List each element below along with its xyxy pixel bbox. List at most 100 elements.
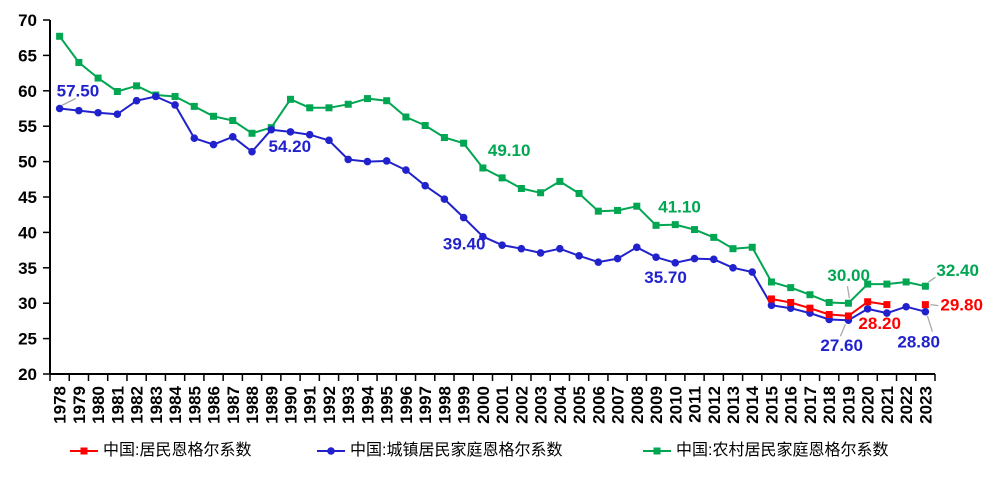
- x-axis-year-label: 2014: [743, 385, 762, 423]
- data-point-urban: [132, 96, 141, 105]
- data-point-rural: [710, 233, 718, 241]
- data-point-rural: [171, 92, 179, 100]
- x-axis-year-label: 1989: [262, 386, 281, 424]
- data-point-residents: [806, 304, 814, 312]
- data-point-urban: [55, 104, 64, 113]
- x-axis-year-label: 2003: [532, 386, 551, 424]
- data-point-urban: [440, 195, 449, 203]
- data-label-callout: 39.40: [443, 235, 486, 254]
- x-axis-year-label: 1996: [397, 386, 416, 424]
- data-point-rural: [113, 88, 121, 96]
- x-axis-year-label: 1992: [320, 386, 339, 424]
- data-point-rural: [594, 207, 602, 215]
- x-axis-year-label: 1994: [358, 385, 377, 423]
- data-point-rural: [883, 280, 891, 288]
- data-point-urban: [152, 92, 160, 101]
- y-axis-tick-label: 70: [18, 11, 37, 30]
- data-point-rural: [767, 278, 775, 286]
- x-axis-year-label: 2001: [493, 386, 512, 424]
- data-point-urban: [729, 264, 737, 272]
- data-point-rural: [825, 298, 833, 306]
- data-point-rural: [94, 74, 102, 82]
- data-point-rural: [383, 97, 391, 105]
- data-point-rural: [517, 185, 525, 193]
- x-axis-year-label: 1981: [108, 386, 127, 424]
- data-point-rural: [575, 189, 583, 197]
- x-axis-year-label: 1997: [416, 386, 435, 424]
- annotation-leader-line: [839, 323, 847, 337]
- data-point-residents: [787, 298, 795, 306]
- x-axis-year-label: 2011: [686, 386, 705, 423]
- data-point-urban: [228, 133, 237, 141]
- data-label-callout: 29.80: [940, 296, 983, 315]
- data-point-rural: [691, 226, 699, 234]
- data-point-urban: [479, 232, 487, 241]
- data-point-rural: [344, 100, 352, 108]
- data-point-rural: [306, 104, 314, 112]
- x-axis-year-label: 1998: [435, 386, 454, 424]
- data-label-callout: 28.80: [897, 333, 940, 352]
- data-point-rural: [633, 202, 641, 210]
- x-axis-year-label: 2002: [512, 386, 531, 424]
- data-point-rural: [248, 129, 256, 137]
- data-label-callout: 57.50: [57, 82, 100, 101]
- annotation-leader-line: [928, 276, 936, 283]
- data-label-callout: 30.00: [827, 266, 870, 285]
- data-point-rural: [652, 221, 660, 229]
- data-point-rural: [286, 95, 294, 103]
- annotation-leader-line: [930, 303, 939, 307]
- y-axis-tick-label: 25: [18, 330, 37, 349]
- data-point-residents: [825, 311, 833, 319]
- x-axis-year-label: 2023: [916, 386, 935, 424]
- x-axis-year-label: 2022: [897, 386, 916, 424]
- data-point-rural: [902, 278, 910, 286]
- data-point-rural: [729, 245, 737, 253]
- x-axis-year-label: 1984: [166, 385, 185, 423]
- x-axis-year-label: 1999: [455, 386, 474, 424]
- data-point-urban: [883, 309, 891, 317]
- x-axis-year-label: 2010: [666, 386, 685, 424]
- data-point-urban: [632, 243, 641, 252]
- data-point-residents: [864, 298, 872, 306]
- data-point-urban: [902, 302, 910, 311]
- data-point-residents: [844, 312, 852, 320]
- x-axis-year-label: 2017: [801, 386, 820, 424]
- data-point-residents: [921, 301, 929, 309]
- data-point-urban: [517, 244, 526, 253]
- data-point-urban: [575, 251, 583, 260]
- data-point-rural: [440, 134, 448, 142]
- data-point-rural: [844, 299, 852, 307]
- data-point-rural: [460, 139, 468, 147]
- data-point-rural: [671, 221, 679, 229]
- data-point-rural: [748, 243, 756, 251]
- data-point-rural: [537, 189, 545, 197]
- y-axis-tick-label: 20: [18, 365, 37, 384]
- data-point-urban: [536, 249, 545, 257]
- data-point-urban: [421, 181, 429, 190]
- data-point-rural: [921, 282, 929, 290]
- data-point-urban: [594, 258, 603, 266]
- data-point-rural: [864, 280, 872, 288]
- x-axis-year-label: 1983: [147, 386, 166, 424]
- data-point-rural: [806, 291, 814, 299]
- data-point-urban: [402, 166, 410, 174]
- data-point-rural: [133, 82, 141, 90]
- y-axis-tick-label: 50: [18, 153, 37, 172]
- data-point-urban: [209, 140, 218, 149]
- data-point-urban: [344, 155, 353, 164]
- data-point-urban: [709, 255, 718, 264]
- data-point-urban: [267, 125, 276, 134]
- data-point-urban: [786, 304, 795, 312]
- x-axis-year-label: 2000: [474, 386, 493, 424]
- data-point-urban: [613, 254, 622, 263]
- data-point-rural: [614, 206, 622, 214]
- x-axis-year-label: 1987: [224, 386, 243, 424]
- data-point-urban: [671, 259, 680, 267]
- data-label-callout: 41.10: [658, 198, 701, 217]
- data-point-urban: [748, 268, 757, 276]
- data-point-rural: [229, 117, 237, 125]
- data-label-callout: 28.20: [858, 314, 901, 333]
- x-axis-year-label: 2008: [628, 386, 647, 424]
- x-axis-year-label: 2005: [570, 386, 589, 424]
- annotation-leader-line: [61, 97, 76, 107]
